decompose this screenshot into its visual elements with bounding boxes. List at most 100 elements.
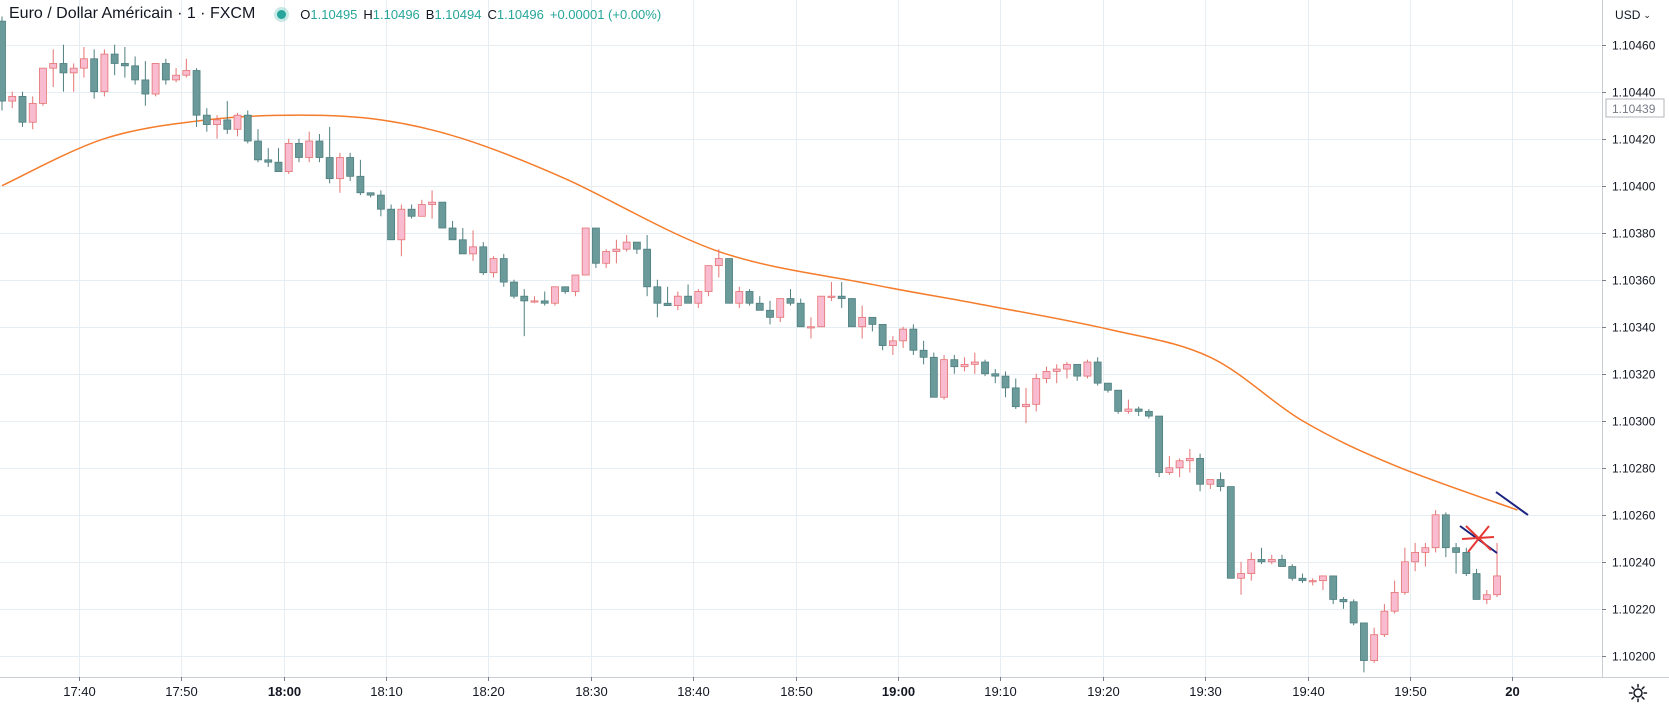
candle[interactable] (1298, 573, 1307, 583)
candle[interactable] (592, 227, 600, 268)
candle[interactable] (602, 249, 611, 268)
candle[interactable] (960, 357, 969, 372)
candle[interactable] (848, 298, 856, 328)
settings-button[interactable] (1628, 683, 1648, 703)
candle[interactable] (8, 91, 17, 109)
candle[interactable] (1278, 554, 1286, 567)
candle[interactable] (1185, 448, 1194, 473)
candle[interactable] (28, 96, 37, 130)
candle[interactable] (59, 44, 68, 92)
candle[interactable] (284, 138, 293, 174)
candle[interactable] (1175, 458, 1184, 478)
candle[interactable] (141, 61, 150, 106)
candle[interactable] (39, 67, 47, 106)
candle[interactable] (469, 230, 477, 261)
candle[interactable] (1206, 479, 1215, 489)
candle[interactable] (1165, 456, 1174, 475)
candle[interactable] (428, 190, 436, 219)
candle[interactable] (213, 115, 221, 139)
candle[interactable] (1349, 599, 1358, 626)
candle[interactable] (1400, 547, 1409, 595)
candle[interactable] (1308, 578, 1317, 586)
candle[interactable] (182, 58, 191, 78)
candle[interactable] (704, 265, 713, 297)
candle[interactable] (1360, 622, 1368, 673)
candle[interactable] (499, 253, 508, 287)
candle[interactable] (643, 235, 652, 297)
candle[interactable] (223, 101, 232, 134)
candle[interactable] (295, 138, 303, 163)
candle[interactable] (100, 49, 109, 97)
trend-line-drawing[interactable] (1495, 491, 1529, 516)
candle[interactable] (735, 286, 744, 308)
candle[interactable] (663, 286, 672, 306)
candle[interactable] (1011, 378, 1020, 410)
candle[interactable] (714, 249, 723, 278)
currency-button[interactable]: USD ⌄ (1609, 4, 1657, 26)
candle[interactable] (1441, 512, 1450, 558)
candle[interactable] (684, 284, 692, 304)
candle[interactable] (1472, 568, 1481, 600)
candle[interactable] (407, 204, 416, 219)
candle[interactable] (387, 204, 396, 241)
candle[interactable] (417, 199, 426, 217)
candle[interactable] (817, 295, 826, 328)
candle[interactable] (766, 300, 774, 325)
candle[interactable] (151, 63, 160, 97)
candle[interactable] (796, 298, 805, 328)
candle[interactable] (981, 359, 989, 377)
candle[interactable] (1063, 362, 1071, 379)
candle[interactable] (458, 228, 467, 255)
candle[interactable] (929, 352, 938, 398)
candle[interactable] (305, 131, 314, 163)
candle[interactable] (243, 110, 252, 144)
candle[interactable] (561, 286, 570, 294)
candle[interactable] (1462, 547, 1471, 576)
candle[interactable] (940, 354, 948, 400)
candle[interactable] (1104, 382, 1112, 393)
candle[interactable] (346, 152, 355, 182)
candle[interactable] (1257, 547, 1266, 565)
candle[interactable] (632, 241, 641, 254)
candle[interactable] (745, 289, 754, 306)
candle[interactable] (1073, 363, 1082, 381)
candle[interactable] (1370, 627, 1379, 663)
candle[interactable] (0, 16, 6, 111)
candle[interactable] (1052, 364, 1061, 384)
candle[interactable] (172, 68, 180, 83)
candle[interactable] (673, 291, 682, 311)
candle[interactable] (1001, 371, 1010, 398)
candle[interactable] (878, 323, 887, 351)
cross-marker-icon[interactable] (1461, 525, 1495, 553)
candle[interactable] (899, 326, 908, 348)
candle[interactable] (192, 68, 201, 127)
candle[interactable] (837, 282, 846, 308)
candle[interactable] (1124, 399, 1133, 414)
candle[interactable] (202, 108, 211, 132)
candle[interactable] (540, 291, 549, 306)
candle[interactable] (264, 148, 273, 167)
candle[interactable] (1247, 552, 1256, 581)
candle[interactable] (1032, 373, 1041, 412)
candle[interactable] (1431, 510, 1440, 553)
candle[interactable] (479, 242, 488, 276)
candle[interactable] (325, 126, 334, 184)
candle[interactable] (1380, 604, 1389, 638)
candle[interactable] (356, 159, 365, 196)
candle[interactable] (90, 49, 99, 99)
candle[interactable] (612, 239, 621, 264)
candle[interactable] (1319, 575, 1327, 591)
candle[interactable] (1083, 359, 1092, 379)
candle[interactable] (254, 129, 262, 163)
candle[interactable] (1093, 357, 1102, 386)
candle[interactable] (1421, 543, 1430, 567)
candle[interactable] (571, 274, 580, 297)
candle[interactable] (161, 58, 170, 85)
candle[interactable] (755, 296, 764, 311)
candle[interactable] (131, 56, 140, 85)
candle[interactable] (1042, 366, 1051, 384)
candle[interactable] (653, 279, 662, 318)
candle[interactable] (1339, 597, 1348, 609)
candle[interactable] (888, 336, 897, 355)
